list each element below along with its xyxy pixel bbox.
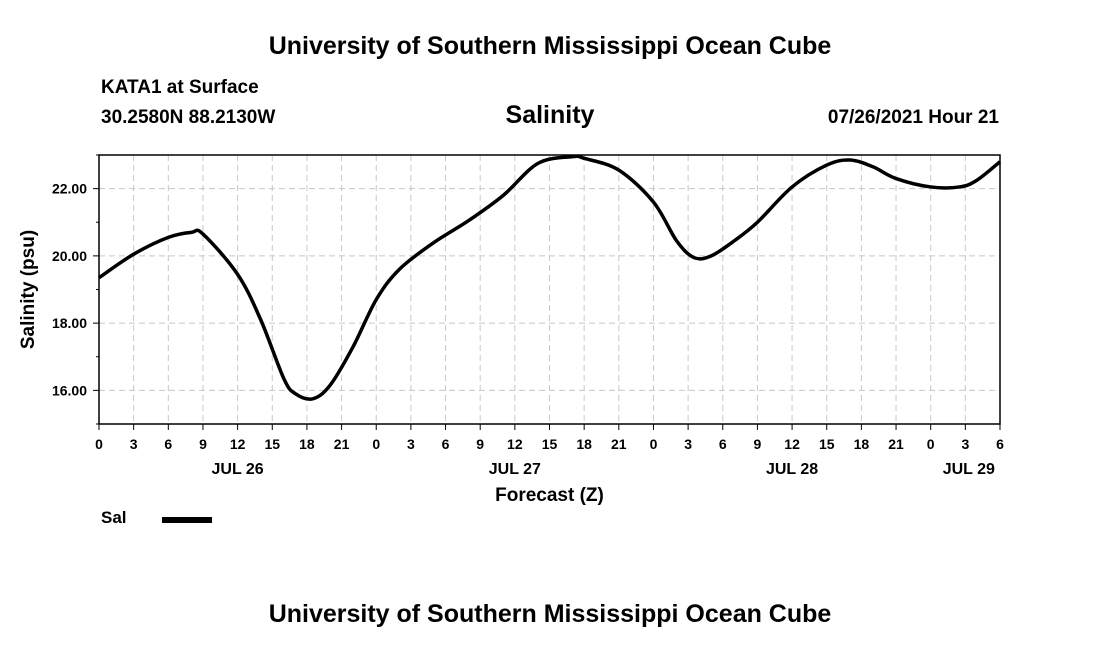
x-tick-label: 3 (407, 436, 415, 452)
day-label: JUL 29 (943, 461, 995, 478)
x-tick-label: 6 (719, 436, 727, 452)
day-label: JUL 26 (212, 461, 264, 478)
x-tick-label: 18 (854, 436, 870, 452)
x-tick-label: 9 (754, 436, 762, 452)
chart-title-top: University of Southern Mississippi Ocean… (268, 32, 832, 60)
x-tick-label: 3 (961, 436, 969, 452)
x-tick-label: 21 (888, 436, 904, 452)
x-tick-label: 15 (542, 436, 558, 452)
y-tick-label: 16.00 (52, 382, 87, 398)
x-tick-label: 18 (576, 436, 592, 452)
x-tick-label: 18 (299, 436, 315, 452)
x-tick-label: 3 (130, 436, 138, 452)
day-label: JUL 27 (489, 461, 541, 478)
x-tick-label: 6 (164, 436, 172, 452)
series-line-salinity (98, 154, 1002, 401)
x-tick-label: 0 (650, 436, 658, 452)
timestamp-label: 07/26/2021 Hour 21 (827, 107, 999, 128)
day-label: JUL 28 (766, 461, 818, 478)
x-tick-label: 6 (442, 436, 450, 452)
x-tick-label: 9 (476, 436, 484, 452)
x-tick-label: 6 (996, 436, 1004, 452)
y-axis-title: Salinity (psu) (18, 230, 39, 349)
x-tick-label: 9 (199, 436, 207, 452)
x-tick-label: 12 (507, 436, 523, 452)
x-tick-label: 15 (264, 436, 280, 452)
variable-title: Salinity (505, 101, 595, 129)
legend-label: Sal (101, 508, 127, 527)
x-tick-label: 21 (611, 436, 627, 452)
y-tick-label: 20.00 (52, 248, 87, 264)
x-tick-label: 12 (784, 436, 800, 452)
x-tick-label: 0 (927, 436, 935, 452)
coordinates-label: 30.2580N 88.2130W (101, 107, 276, 128)
x-tick-label: 0 (372, 436, 380, 452)
y-tick-label: 18.00 (52, 315, 87, 331)
station-label: KATA1 at Surface (101, 77, 259, 98)
x-tick-label: 3 (684, 436, 692, 452)
x-axis-title: Forecast (Z) (495, 485, 604, 506)
chart-title-bottom: University of Southern Mississippi Ocean… (268, 600, 832, 628)
x-tick-label: 15 (819, 436, 835, 452)
x-tick-label: 12 (230, 436, 246, 452)
y-tick-label: 22.00 (52, 181, 87, 197)
legend-line-swatch (162, 517, 212, 523)
x-tick-label: 0 (95, 436, 103, 452)
x-tick-label: 21 (334, 436, 350, 452)
